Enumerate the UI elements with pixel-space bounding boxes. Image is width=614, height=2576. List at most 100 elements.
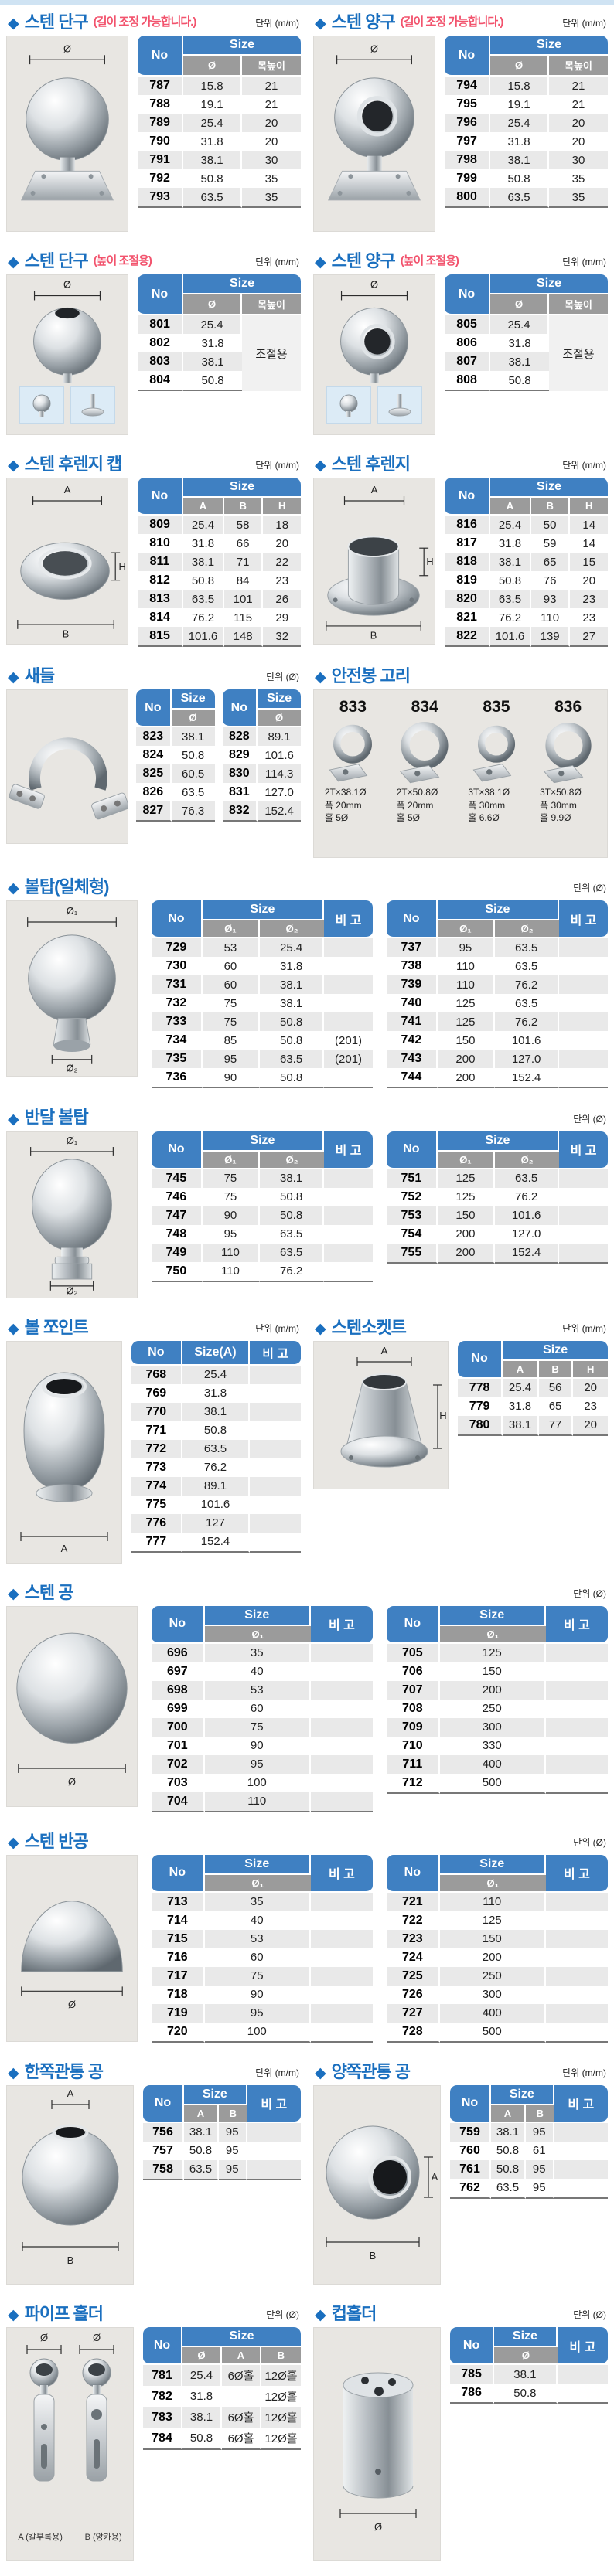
table-row: 801 25.4 조절용: [138, 315, 301, 392]
table-row: 810 31.8 66 20: [138, 534, 301, 553]
sten-dangu-drawing: Ø: [20, 43, 114, 201]
table-row: 745 75 38.1: [152, 1169, 373, 1188]
unit-label: 단위 (m/m): [255, 460, 299, 471]
section-sten-yanggu-length: ◆ 스텐 양구 (길이 조정 가능합니다.) 단위 (m/m) Ø: [313, 13, 608, 233]
hook-spec-width: 폭 20mm: [396, 799, 434, 811]
section-title: 스텐 후렌지: [331, 454, 411, 475]
section-title: 스텐 단구: [24, 251, 89, 271]
table-row: 819 50.8 76 20: [445, 571, 608, 590]
section-sten-half-ball: ◆ 스텐 반공 단위 (Ø) Ø No Size 비 고: [6, 1832, 608, 2043]
hook-product-834: 834 2T×50.8Ø 폭 20mm 홀 5Ø: [391, 698, 459, 824]
svg-text:Ø₁: Ø₁: [67, 1135, 77, 1146]
table-row: 732 75 38.1: [152, 994, 373, 1013]
hook-spec-hole: 홀 9.9Ø: [540, 812, 571, 823]
svg-text:Ø: Ø: [68, 1999, 76, 2010]
section-sten-dangu-length: ◆ 스텐 단구 (길이 조정 가능합니다.) 단위 (m/m) Ø: [6, 13, 301, 233]
table-row: 793 63.5 35: [138, 188, 301, 209]
unit-label: 단위 (Ø): [573, 2309, 606, 2321]
table-row: 725 250: [387, 1966, 608, 1986]
size-table-b: No Size 비 고 Ø₁ 721 110 722 125 723 150 724 200 7…: [387, 1854, 608, 2043]
flange-cap-drawing: A H B: [17, 484, 126, 640]
table-row: 697 40: [152, 1662, 373, 1681]
section-title: 볼탑(일체형): [24, 877, 110, 897]
product-photo-sten-half-ball: Ø: [6, 1854, 138, 2042]
table-row: 757 50.8 95: [143, 2141, 301, 2160]
section-title: 스텐 공: [24, 1582, 74, 1602]
size-table-body: 823 38.1 824 50.8 825 60.5 826 63.5 827 76.3: [136, 727, 215, 822]
hook-product-833: 833 2T×38.1Ø 폭 20mm 홀 5Ø: [319, 698, 387, 824]
svg-text:Ø: Ø: [374, 2521, 382, 2533]
table-row: 722 125: [387, 1911, 608, 1930]
catalog-page: ◆ 스텐 단구 (길이 조정 가능합니다.) 단위 (m/m) Ø: [0, 5, 614, 2576]
product-photo-sten-dangu-adj: Ø: [6, 274, 128, 436]
product-photo-one-side-through-ball: A B: [6, 2084, 134, 2285]
table-row: 701 90: [152, 1736, 373, 1755]
table-row: 703 100: [152, 1773, 373, 1792]
section-diamond-icon: ◆: [8, 254, 19, 271]
table-row: 797 31.8 20: [445, 132, 608, 151]
section-title: 스텐 후렌지 캡: [24, 454, 123, 475]
table-row: 762 63.5 95: [450, 2178, 608, 2199]
table-row: 820 63.5 93 23: [445, 590, 608, 609]
size-table: No Size Ø 목높이 801 25.4 조절용 802 31.8 803 38.1 80…: [138, 274, 301, 392]
table-row: 737 95 63.5: [387, 938, 608, 958]
section-note: (높이 조절용): [400, 254, 459, 268]
product-photo-sten-socket: A H: [313, 1340, 449, 1489]
section-diamond-icon: ◆: [8, 1834, 19, 1851]
product-photo-two-side-through-ball: A B: [313, 2084, 441, 2285]
table-row: 708 250: [387, 1699, 608, 1718]
section-flange-cap: ◆ 스텐 후렌지 캡 단위 (m/m) A H B: [6, 454, 301, 648]
table-row: 748 95 63.5: [152, 1224, 373, 1244]
size-table: No Size A B H 778 25.4 56 20 779 31.8 65 23 780 3…: [458, 1340, 608, 1436]
svg-text:A: A: [61, 1543, 68, 1554]
table-row: 775 101.6: [131, 1495, 301, 1514]
unit-label: 단위 (Ø): [573, 1113, 606, 1125]
sten-dangu-adj-drawing: Ø: [33, 279, 101, 383]
table-row: 752 125 76.2: [387, 1187, 608, 1206]
product-photo-cup-holder: Ø: [313, 2327, 441, 2561]
table-row: 753 150 101.6: [387, 1206, 608, 1225]
product-photo-flange-cap: A H B: [6, 478, 128, 645]
product-photo-half-ball-top: Ø₁ Ø₂: [6, 1131, 138, 1298]
section-flange: ◆ 스텐 후렌지 단위 (m/m) A H: [313, 454, 608, 648]
table-row: 771 50.8: [131, 1421, 301, 1440]
section-title: 스텐소켓트: [331, 1317, 407, 1337]
hook-spec-hole: 홀 5Ø: [324, 812, 349, 823]
size-table: No Size Ø 목높이 794 15.8 21 795 19.1 21 796 25.4 2…: [445, 36, 608, 209]
detail-photo-anchor-part: [70, 386, 115, 424]
size-table: No Size A B H 816 25.4 50 14 817 31.8 59 14 818 3…: [445, 478, 608, 648]
table-row: 770 38.1: [131, 1402, 301, 1421]
table-row: 714 40: [152, 1911, 373, 1930]
table-row: 794 15.8 21: [445, 77, 608, 96]
hook-spec-size: 2T×50.8Ø: [396, 787, 438, 798]
hook-spec-width: 폭 20mm: [324, 799, 362, 811]
product-photo-sten-yanggu-adj: Ø: [313, 274, 435, 436]
table-row: 830 114.3: [222, 764, 301, 784]
svg-text:A: A: [67, 2088, 74, 2099]
svg-text:A: A: [371, 484, 378, 495]
table-row: 706 150: [387, 1662, 608, 1681]
table-row: 707 200: [387, 1680, 608, 1700]
detail-photo-anchor-part: [377, 386, 422, 424]
unit-label: 단위 (m/m): [255, 18, 299, 29]
size-table-body: 805 25.4 조절용 806 31.8 807 38.1 808 50.8: [445, 315, 608, 392]
section-sten-ball: ◆ 스텐 공 단위 (Ø) Ø No Size 비 고: [6, 1584, 608, 1812]
section-ball-top: ◆ 볼탑(일체형) 단위 (Ø) Ø₁ Ø₂: [6, 877, 608, 1089]
table-row: 717 75: [152, 1966, 373, 1986]
table-row: 696 35: [152, 1643, 373, 1662]
section-diamond-icon: ◆: [8, 15, 19, 32]
table-row: 729 53 25.4: [152, 938, 373, 958]
table-row: 721 110: [387, 1892, 608, 1911]
size-table-body: 696 35 697 40 698 53 699 60 700 75 701 90 702 95 703 10…: [152, 1643, 373, 1812]
size-table-body: 778 25.4 56 20 779 31.8 65 23 780 38.1 77 20: [458, 1378, 608, 1436]
hook-drawing: [543, 723, 592, 784]
size-table-body: 801 25.4 조절용 802 31.8 803 38.1 804 50.8: [138, 315, 301, 392]
table-row: 786 50.8: [450, 2384, 608, 2404]
table-row: 780 38.1 77 20: [458, 1415, 608, 1436]
table-row: 718 90: [152, 1985, 373, 2004]
product-photo-safety-hooks: 833 2T×38.1Ø 폭 20mm 홀 5Ø 834: [313, 689, 608, 859]
table-row: 730 60 31.8: [152, 957, 373, 976]
table-row: 759 38.1 95: [450, 2122, 608, 2142]
table-row: 704 110: [152, 1792, 373, 1812]
unit-label: 단위 (m/m): [562, 18, 606, 29]
